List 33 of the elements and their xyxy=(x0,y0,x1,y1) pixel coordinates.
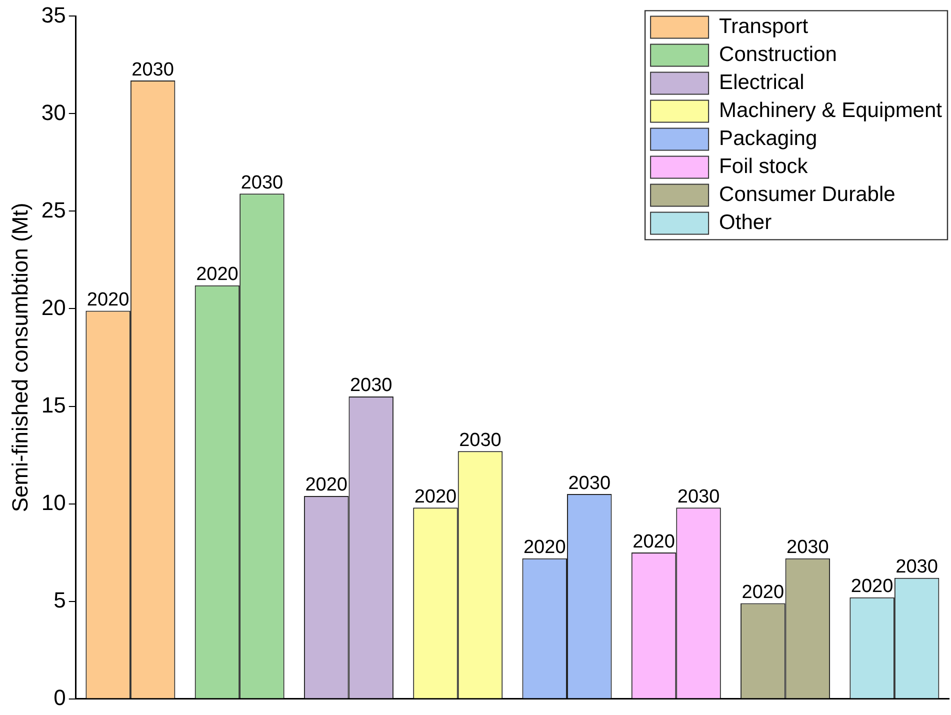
legend-label: Construction xyxy=(719,42,837,66)
legend-label: Transport xyxy=(719,14,808,38)
y-tick-label: 35 xyxy=(41,2,66,28)
annotation: 2020 xyxy=(632,531,675,552)
y-tick-label: 15 xyxy=(41,392,66,418)
annotation: 2030 xyxy=(240,172,284,194)
legend-label: Other xyxy=(719,210,772,234)
legend-label: Packaging xyxy=(719,126,818,150)
legend-label: Electrical xyxy=(719,70,804,94)
legend-label: Consumer Durable xyxy=(719,182,896,206)
annotation: 2030 xyxy=(896,556,938,578)
annotation: 2020 xyxy=(850,576,894,598)
y-tick-label: 25 xyxy=(41,197,66,222)
annotation: 2020 xyxy=(414,486,457,508)
annotation: 2030 xyxy=(132,59,174,80)
y-tick-label: 5 xyxy=(54,587,66,612)
annotation: 2020 xyxy=(86,289,130,310)
y-axis-title: Semi-finished consumbtion (Mt) xyxy=(7,202,32,512)
annotation: 2030 xyxy=(677,486,720,508)
y-tick-label: 10 xyxy=(41,490,66,515)
annotation: 2020 xyxy=(742,582,784,603)
y-tick-label: 0 xyxy=(54,684,66,710)
y-tick-label: 30 xyxy=(41,100,66,125)
annotation: 2020 xyxy=(305,474,348,496)
annotation: 2030 xyxy=(568,472,611,494)
annotation: 2030 xyxy=(459,430,502,451)
annotation: 2030 xyxy=(350,375,392,396)
annotation: 2020 xyxy=(196,264,238,286)
annotation: 2020 xyxy=(523,537,566,558)
annotation: 2030 xyxy=(786,537,829,558)
legend-label: Machinery & Equipment xyxy=(719,98,942,122)
legend-label: Foil stock xyxy=(719,154,808,178)
y-tick-label: 20 xyxy=(41,294,66,320)
